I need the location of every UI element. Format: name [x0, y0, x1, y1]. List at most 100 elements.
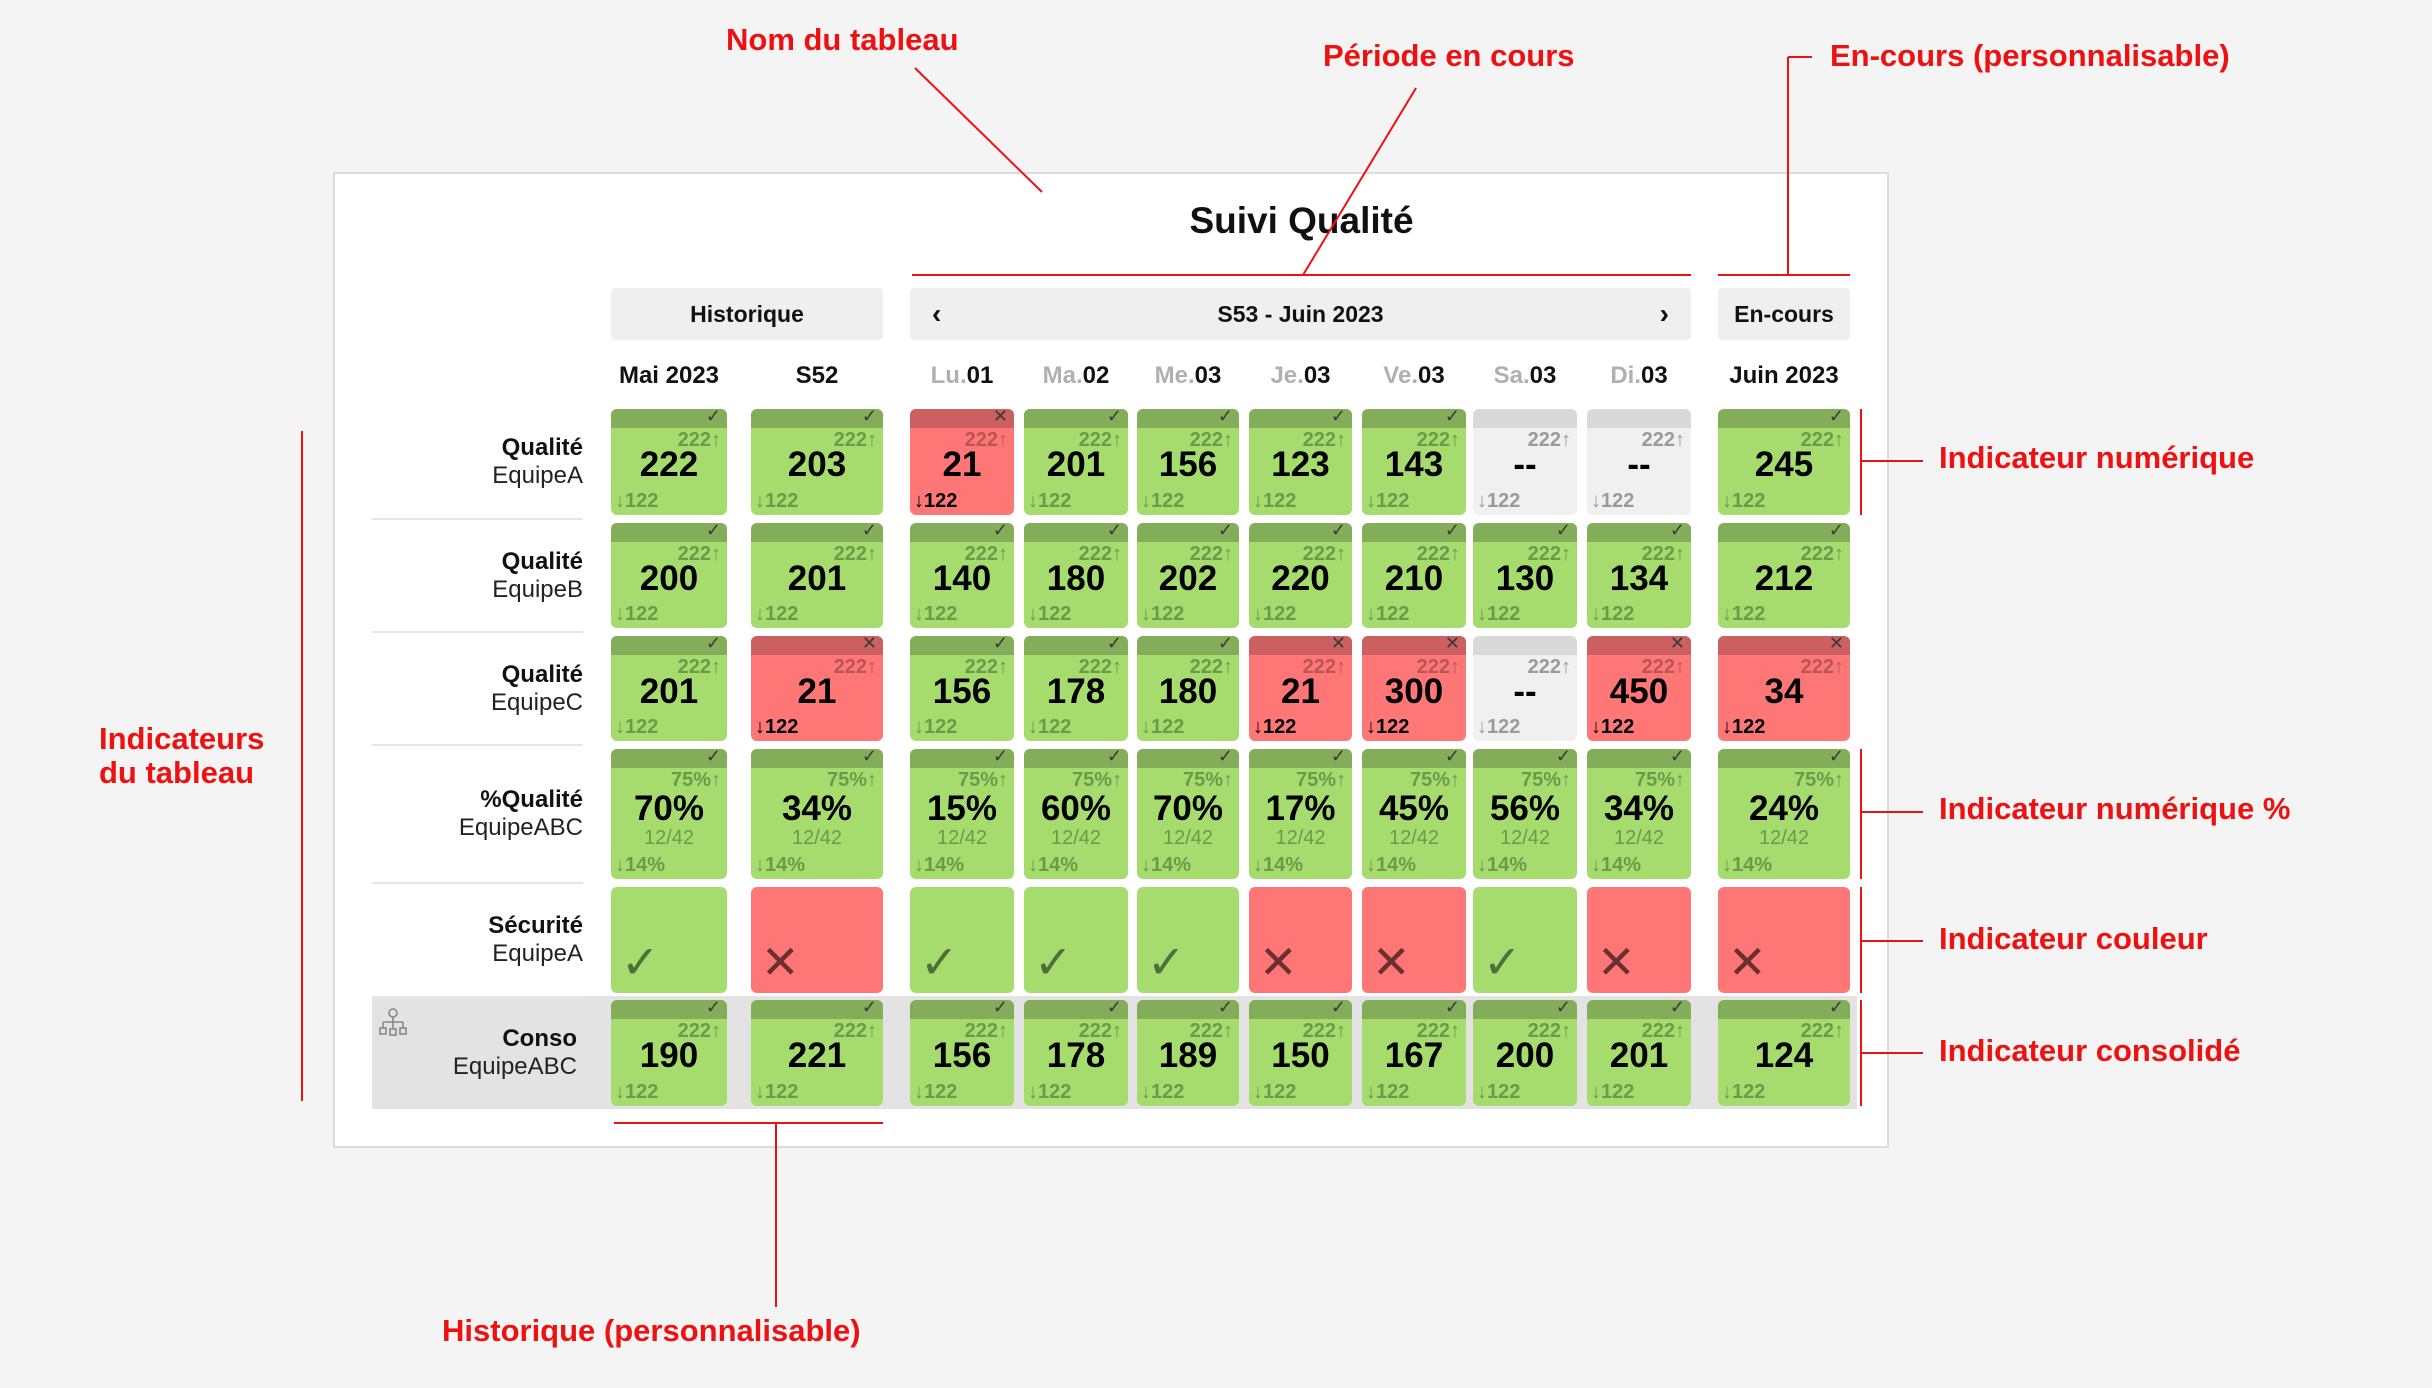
- cell-numeric[interactable]: ✓ 222↑ 140 ↓122: [910, 523, 1014, 628]
- cell-numeric[interactable]: ✓ 222↑ 203 ↓122: [751, 409, 883, 515]
- check-icon: ✓: [861, 1000, 877, 1017]
- cell-color[interactable]: ✕: [1362, 887, 1466, 993]
- target-text: 75%: [1071, 769, 1112, 791]
- status-bar: [1473, 749, 1577, 768]
- target-text: 222: [1078, 429, 1112, 451]
- cell-numeric[interactable]: ✓ 222↑ 123 ↓122: [1249, 409, 1352, 515]
- arrow-down-icon: ↓: [1591, 854, 1601, 876]
- cell-numeric[interactable]: ✓ 222↑ 180 ↓122: [1137, 636, 1239, 741]
- cell-numeric[interactable]: ✓ 222↑ 180 ↓122: [1024, 523, 1128, 628]
- cell-numeric[interactable]: ✓ 222↑ 134 ↓122: [1587, 523, 1691, 628]
- check-icon: ✓: [1106, 749, 1122, 766]
- cell-value: 150: [1271, 1036, 1330, 1075]
- cell-percent[interactable]: ✓ 75%↑ 34% 12/42 ↓14%: [751, 749, 883, 879]
- cell-consolidated[interactable]: ✓ 222↑ 221 ↓122: [751, 1000, 883, 1106]
- cell-ratio: 12/42: [1050, 827, 1102, 849]
- cell-color[interactable]: ✕: [751, 887, 883, 993]
- cell-numeric[interactable]: ✕ 222↑ 21 ↓122: [910, 409, 1014, 515]
- cell-consolidated[interactable]: ✓ 222↑ 189 ↓122: [1137, 1000, 1239, 1106]
- cell-numeric[interactable]: ✕ 222↑ 34 ↓122: [1718, 636, 1850, 741]
- target-text: 222: [833, 1020, 867, 1042]
- cell-numeric[interactable]: ✓ 222↑ 202 ↓122: [1137, 523, 1239, 628]
- cell-percent[interactable]: ✓ 75%↑ 15% 12/42 ↓14%: [910, 749, 1014, 879]
- arrow-down-icon: ↓: [914, 1081, 924, 1103]
- cell-color[interactable]: ✓: [1473, 887, 1577, 993]
- cell-numeric[interactable]: 222↑ -- ↓122: [1473, 636, 1577, 741]
- arrow-up-icon: ↑: [711, 429, 721, 451]
- previous-value: ↓122: [1591, 716, 1634, 739]
- arrow-down-icon: ↓: [1477, 854, 1487, 876]
- arrow-down-icon: ↓: [1028, 854, 1038, 876]
- cell-numeric[interactable]: ✓ 222↑ 210 ↓122: [1362, 523, 1466, 628]
- cell-numeric[interactable]: ✓ 222↑ 201 ↓122: [1024, 409, 1128, 515]
- arrow-down-icon: ↓: [1028, 603, 1038, 625]
- cell-color[interactable]: ✓: [611, 887, 727, 993]
- cell-numeric[interactable]: ✓ 222↑ 212 ↓122: [1718, 523, 1850, 628]
- target-value: 222↑: [1528, 429, 1571, 452]
- chevron-left-icon[interactable]: ‹: [932, 298, 942, 329]
- current-button[interactable]: En-cours: [1718, 288, 1850, 340]
- cell-color[interactable]: ✓: [1024, 887, 1128, 993]
- arrow-down-icon: ↓: [1477, 1081, 1487, 1103]
- cell-consolidated[interactable]: ✓ 222↑ 190 ↓122: [611, 1000, 727, 1106]
- cell-percent[interactable]: ✓ 75%↑ 34% 12/42 ↓14%: [1587, 749, 1691, 879]
- cell-numeric[interactable]: ✓ 222↑ 200 ↓122: [611, 523, 727, 628]
- cell-numeric[interactable]: ✕ 222↑ 21 ↓122: [1249, 636, 1352, 741]
- cell-ratio: 12/42: [791, 827, 843, 849]
- cell-percent[interactable]: ✓ 75%↑ 70% 12/42 ↓14%: [1137, 749, 1239, 879]
- chevron-right-icon[interactable]: ›: [1659, 298, 1669, 329]
- cell-numeric[interactable]: ✓ 222↑ 130 ↓122: [1473, 523, 1577, 628]
- cell-consolidated[interactable]: ✓ 222↑ 156 ↓122: [910, 1000, 1014, 1106]
- previous-value: ↓122: [1253, 716, 1296, 739]
- annotation-color: Indicateur couleur: [1939, 921, 2208, 956]
- target-text: 222: [1800, 429, 1834, 451]
- previous-text: 122: [1376, 603, 1410, 625]
- cell-numeric[interactable]: ✓ 222↑ 156 ↓122: [910, 636, 1014, 741]
- cell-numeric[interactable]: ✓ 222↑ 245 ↓122: [1718, 409, 1850, 515]
- arrow-up-icon: ↑: [1112, 429, 1122, 451]
- history-button[interactable]: Historique: [611, 288, 883, 340]
- cell-numeric[interactable]: ✓ 222↑ 201 ↓122: [611, 636, 727, 741]
- cell-percent[interactable]: ✓ 75%↑ 17% 12/42 ↓14%: [1249, 749, 1352, 879]
- cell-numeric[interactable]: ✕ 222↑ 450 ↓122: [1587, 636, 1691, 741]
- status-bar: [1587, 636, 1691, 655]
- check-icon: ✓: [1217, 523, 1233, 540]
- cell-color[interactable]: ✓: [1137, 887, 1239, 993]
- cell-numeric[interactable]: ✓ 222↑ 143 ↓122: [1362, 409, 1466, 515]
- status-bar: [1362, 409, 1466, 428]
- check-icon: ✓: [705, 749, 721, 766]
- cell-percent[interactable]: ✓ 75%↑ 45% 12/42 ↓14%: [1362, 749, 1466, 879]
- cell-consolidated[interactable]: ✓ 222↑ 167 ↓122: [1362, 1000, 1466, 1106]
- cell-consolidated[interactable]: ✓ 222↑ 150 ↓122: [1249, 1000, 1352, 1106]
- status-bar: [1024, 409, 1128, 428]
- cell-numeric[interactable]: ✕ 222↑ 21 ↓122: [751, 636, 883, 741]
- arrow-down-icon: ↓: [1722, 1081, 1732, 1103]
- row-title: Qualité: [501, 434, 583, 461]
- status-bar: [1024, 1000, 1128, 1019]
- previous-text: 122: [1487, 716, 1521, 738]
- cell-numeric[interactable]: ✓ 222↑ 178 ↓122: [1024, 636, 1128, 741]
- cell-numeric[interactable]: 222↑ -- ↓122: [1587, 409, 1691, 515]
- cell-color[interactable]: ✕: [1587, 887, 1691, 993]
- cell-numeric[interactable]: 222↑ -- ↓122: [1473, 409, 1577, 515]
- cell-percent[interactable]: ✓ 75%↑ 60% 12/42 ↓14%: [1024, 749, 1128, 879]
- cell-consolidated[interactable]: ✓ 222↑ 178 ↓122: [1024, 1000, 1128, 1106]
- column-label: S52: [795, 362, 839, 389]
- cell-percent[interactable]: ✓ 75%↑ 24% 12/42 ↓14%: [1718, 749, 1850, 879]
- cell-numeric[interactable]: ✓ 222↑ 156 ↓122: [1137, 409, 1239, 515]
- cell-numeric[interactable]: ✓ 222↑ 201 ↓122: [751, 523, 883, 628]
- cell-consolidated[interactable]: ✓ 222↑ 200 ↓122: [1473, 1000, 1577, 1106]
- cell-percent[interactable]: ✓ 75%↑ 70% 12/42 ↓14%: [611, 749, 727, 879]
- hierarchy-icon[interactable]: [378, 1008, 408, 1041]
- cell-consolidated[interactable]: ✓ 222↑ 201 ↓122: [1587, 1000, 1691, 1106]
- previous-text: 122: [924, 716, 958, 738]
- cell-consolidated[interactable]: ✓ 222↑ 124 ↓122: [1718, 1000, 1850, 1106]
- cell-percent[interactable]: ✓ 75%↑ 56% 12/42 ↓14%: [1473, 749, 1577, 879]
- cell-numeric[interactable]: ✓ 222↑ 220 ↓122: [1249, 523, 1352, 628]
- cell-color[interactable]: ✕: [1718, 887, 1850, 993]
- cell-numeric[interactable]: ✕ 222↑ 300 ↓122: [1362, 636, 1466, 741]
- cell-numeric[interactable]: ✓ 222↑ 222 ↓122: [611, 409, 727, 515]
- cell-color[interactable]: ✕: [1249, 887, 1352, 993]
- cell-value: 34%: [781, 789, 853, 828]
- cell-color[interactable]: ✓: [910, 887, 1014, 993]
